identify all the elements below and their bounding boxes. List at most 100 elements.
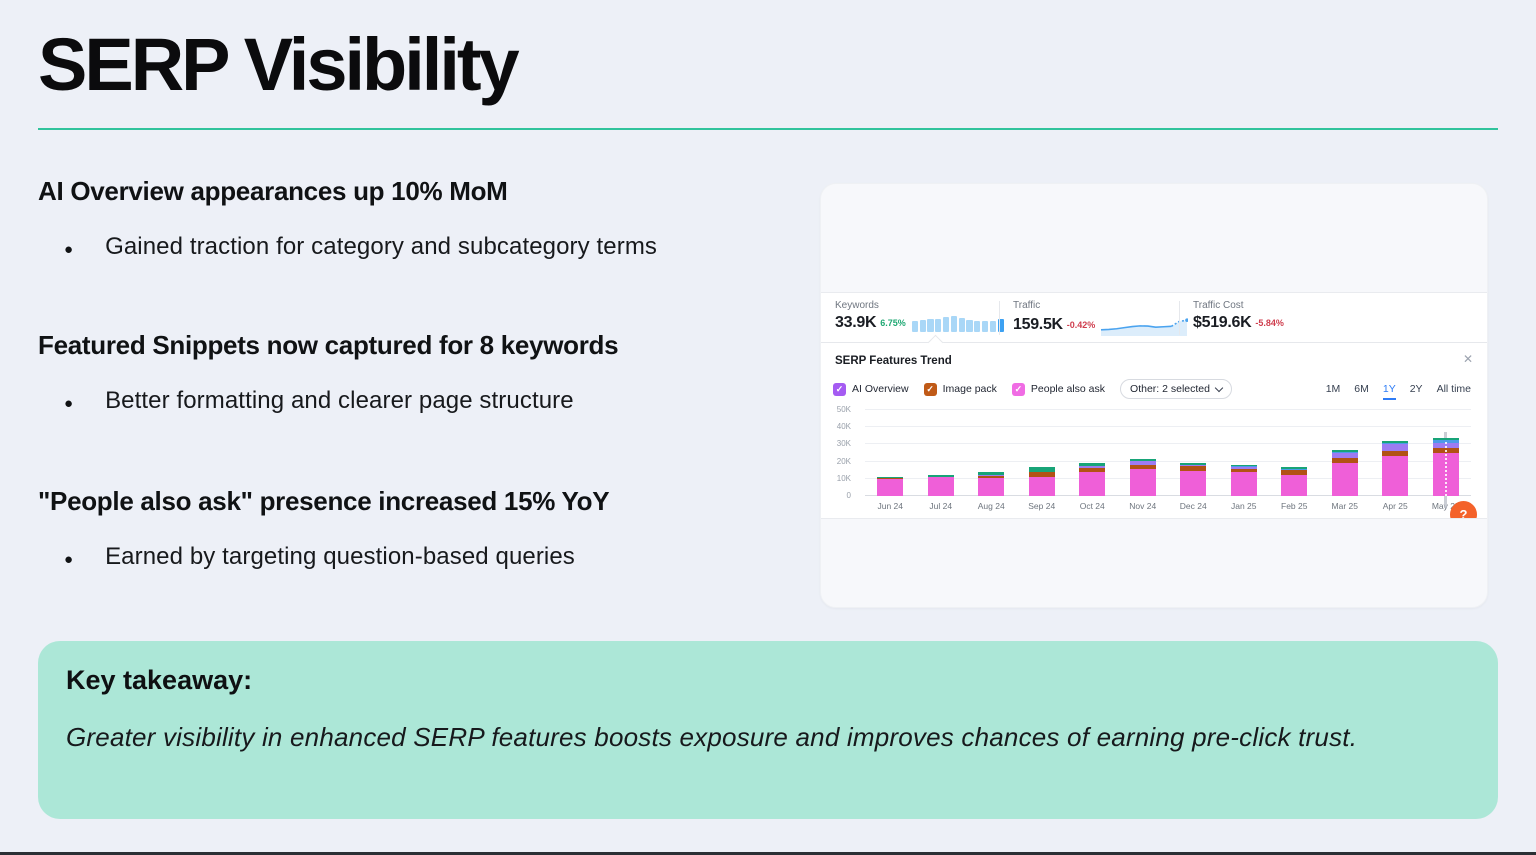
bar-segment [1180,463,1207,465]
bullet-text: Better formatting and clearer page struc… [105,387,574,414]
key-takeaway-box: Key takeaway: Greater visibility in enha… [38,641,1498,819]
close-icon[interactable]: ✕ [1462,352,1473,366]
stacked-bar[interactable] [1028,466,1055,496]
bar-segment [1129,468,1156,496]
bar-segment [877,477,904,479]
bar-segment [1079,468,1106,472]
section-ai-overview: AI Overview appearances up 10% MoM ● Gai… [38,176,818,261]
x-tick-label: Nov 24 [1129,501,1157,511]
stacked-bar[interactable] [1281,466,1308,496]
bullet-icon: ● [64,241,74,258]
question-mark-icon: ? [1459,507,1468,519]
checkbox-checked-icon [833,382,846,396]
divider [999,301,1000,335]
stat-delta: 6.75% [880,318,906,328]
bullet-text: Gained traction for category and subcate… [105,233,658,260]
bar-segment [1382,450,1409,456]
range-tab[interactable]: 1Y [1382,383,1396,400]
bar-segment [1432,438,1459,441]
bar-segment [1382,440,1409,444]
x-tick-label: Aug 24 [977,501,1005,511]
section-heading: Featured Snippets now captured for 8 key… [38,330,619,360]
checkbox-checked-icon [1011,382,1025,396]
stacked-bar[interactable] [1079,462,1106,496]
filter-label: Image pack [942,383,997,395]
x-tick-label: Jun 24 [877,501,904,511]
time-range-tabs: 1M 6M 1Y 2Y All time [1326,383,1471,400]
stat-traffic-cost[interactable]: Traffic Cost $519.6K -5.84% [1193,293,1284,343]
other-features-dropdown[interactable]: Other: 2 selected [1120,379,1232,399]
bar-segment [1331,452,1358,459]
bar-segment [927,476,954,478]
y-tick-label: 50K [836,405,851,414]
bar-segment [1382,455,1409,496]
takeaway-label: Key takeaway: [66,665,253,695]
x-tick-label: Dec 24 [1179,501,1207,511]
bar-segment [927,475,954,477]
x-tick-label: Mar 25 [1331,501,1358,511]
stat-label: Traffic Cost [1193,300,1244,311]
y-tick-label: 40K [836,422,851,432]
bar-segment [1129,461,1156,466]
filter-people-also-ask[interactable]: People also ask [1011,382,1105,396]
bar-segment [1331,449,1358,452]
range-tab[interactable]: 1M [1325,383,1341,395]
stat-keywords[interactable]: Keywords 33.9K 6.75% [835,293,1004,343]
keywords-sparkline [911,315,1004,332]
bar-segment [1382,443,1409,445]
stat-delta: -5.84% [1255,318,1284,328]
x-tick-label: Jan 25 [1230,501,1257,511]
checkbox-checked-icon [923,382,937,396]
bar-segment [877,478,904,496]
bar-segment [1180,470,1207,496]
chart-x-axis: Jun 24 Jul 24 Aug 24 Sep 24 Oct 24 Nov 24 Dec … [865,501,1471,513]
bar-segment [1230,472,1257,496]
page-title: SERP Visibility [38,23,520,106]
section-people-also-ask: "People also ask" presence increased 15%… [38,486,818,571]
range-tab[interactable]: 2Y [1409,383,1423,395]
dashboard-screenshot: Keywords 33.9K 6.75% Traffic 159.5K -0.4… [821,292,1487,519]
bar-segment [1331,458,1358,464]
stacked-bar[interactable] [877,477,904,496]
stat-traffic[interactable]: Traffic 159.5K -0.42% [1013,293,1189,343]
stacked-bar[interactable] [978,472,1005,496]
stacked-bar[interactable] [1382,440,1409,496]
y-tick-label: 0 [846,491,851,500]
list-item: ● Better formatting and clearer page str… [38,387,818,415]
stacked-bar[interactable] [1129,458,1156,496]
range-tab[interactable]: 6M [1354,383,1369,395]
list-item: ● Gained traction for category and subca… [38,233,818,261]
help-button[interactable]: ? [1450,501,1477,519]
section-heading: AI Overview appearances up 10% MoM [38,176,508,206]
x-tick-label: Oct 24 [1079,501,1105,511]
range-tab[interactable]: All time [1436,383,1471,395]
bar-segment [1382,444,1409,451]
bar-segment [1281,466,1308,469]
stacked-bar[interactable] [927,475,954,496]
filter-label: AI Overview [852,383,909,395]
dashboard-card: Keywords 33.9K 6.75% Traffic 159.5K -0.4… [820,183,1488,608]
stacked-bar[interactable] [1180,463,1207,496]
bar-segment [927,477,954,496]
bar-segment [877,478,904,479]
bar-segment [1230,464,1257,467]
stat-label: Traffic [1013,300,1041,311]
bar-segment [1331,451,1358,453]
bar-segment [1281,468,1308,470]
stat-value: $519.6K [1193,314,1252,331]
bullet-icon: ● [64,395,74,412]
bar-segment [978,478,1005,496]
bar-segment [1180,466,1207,471]
filter-image-pack[interactable]: Image pack [923,382,997,396]
stat-label: Keywords [835,300,879,311]
section-featured-snippets: Featured Snippets now captured for 8 key… [38,330,818,415]
stacked-bar[interactable] [1331,449,1358,496]
filter-ai-overview[interactable]: AI Overview [833,382,909,396]
bar-segment [1432,440,1459,444]
bar-segment [1180,464,1207,466]
bar-segment [1281,475,1308,496]
stacked-bar[interactable] [1230,464,1257,496]
bar-segment [1230,466,1257,469]
chart-legend: AI Overview Image pack People also ask O… [833,379,1232,399]
hover-dotted-line [1444,442,1447,496]
